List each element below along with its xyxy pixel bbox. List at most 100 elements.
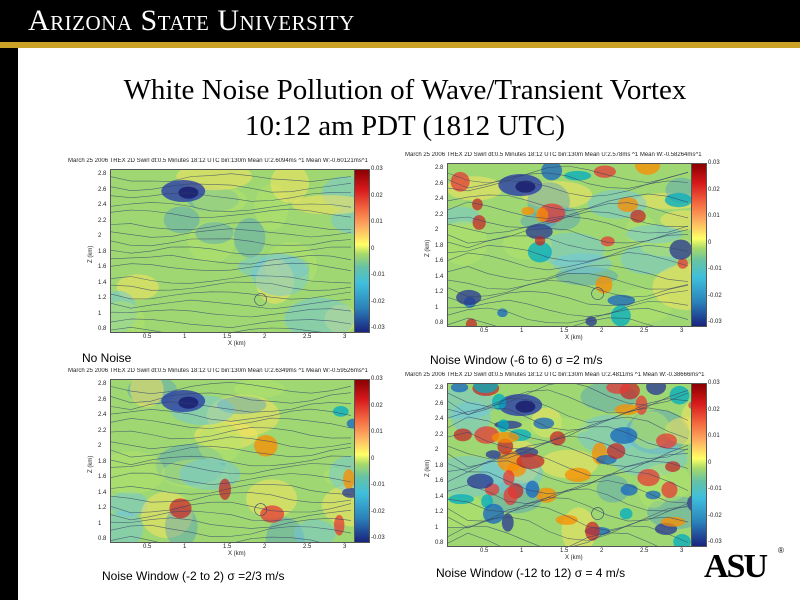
colorbar-tick-label: -0.02 [708, 512, 722, 519]
y-tick-label: 2.2 [435, 431, 444, 438]
caption-panel-1: No Noise [82, 351, 132, 365]
gold-rule [0, 42, 800, 48]
x-tick-label: 2.5 [640, 328, 649, 334]
y-tick-label: 2.4 [435, 416, 444, 422]
left-black-bar [0, 48, 18, 600]
colorbar-tick-label: 0.03 [708, 160, 720, 166]
colorbar-tick-label: -0.02 [371, 298, 385, 305]
y-tick-label: 2.8 [435, 165, 444, 171]
vorticity-field-plot [110, 379, 370, 543]
y-tick-label: 1 [98, 310, 102, 317]
slide-title-line-2: 10:12 am PDT (1812 UTC) [244, 110, 566, 142]
y-tick-label: 1.8 [98, 458, 107, 465]
colorbar-tick-label: 0 [708, 239, 712, 246]
plot-panel-4: March 25 2006 TREX 2D Swirl dt:0.5 Minut… [405, 372, 725, 568]
y-tick-label: 0.8 [435, 320, 444, 326]
y-tick-label: 2.4 [435, 196, 444, 202]
colorbar-tick-label: 0.02 [371, 192, 383, 199]
y-tick-label: 1.8 [98, 248, 107, 255]
colorbar-tick-label: 0.01 [708, 213, 720, 219]
colorbar-tick-label: -0.01 [708, 486, 722, 492]
y-tick-label: 2.6 [98, 396, 107, 403]
y-tick-label: 2.4 [98, 202, 107, 208]
x-tick-label: 0.5 [480, 548, 489, 554]
y-tick-label: 1.2 [98, 295, 107, 301]
panel-header: March 25 2006 TREX 2D Swirl dt:0.5 Minut… [68, 368, 368, 374]
y-tick-label: 1.6 [98, 264, 107, 270]
x-tick-label: 1 [183, 544, 187, 550]
x-axis-label: X (km) [228, 551, 246, 557]
y-tick-label: 2.6 [435, 400, 444, 407]
y-tick-label: 1 [435, 304, 439, 311]
asu-logo-text: ASU [704, 548, 768, 585]
colorbar-tick-label: -0.01 [708, 266, 722, 272]
y-tick-label: 0.8 [98, 326, 107, 332]
colorbar-tick-label: 0.03 [708, 380, 720, 386]
y-tick-label: 0.8 [435, 540, 444, 546]
y-tick-label: 2.6 [98, 186, 107, 193]
asu-logo: ASU ® [704, 546, 784, 586]
y-tick-label: 1.2 [98, 505, 107, 511]
colorbar-tick-label: -0.02 [371, 508, 385, 515]
y-tick-label: 1 [435, 524, 439, 531]
x-tick-label: 2.5 [303, 544, 312, 550]
colorbar-tick-label: 0.01 [371, 429, 383, 435]
caption-panel-3: Noise Window (-2 to 2) σ =2/3 m/s [102, 569, 285, 583]
slide-title-line-1: White Noise Pollution of Wave/Transient … [123, 74, 687, 106]
colorbar-tick-label: 0.01 [708, 433, 720, 439]
x-tick-label: 3 [680, 328, 684, 334]
y-axis-label: Z (km) [425, 459, 431, 477]
x-tick-label: 1 [183, 334, 187, 340]
y-tick-label: 1.2 [435, 509, 444, 515]
plot-panel-1: March 25 2006 TREX 2D Swirl dt:0.5 Minut… [68, 158, 388, 354]
colorbar-tick-label: -0.01 [371, 272, 385, 278]
colorbar [691, 383, 707, 547]
y-axis-label: Z (km) [88, 455, 94, 473]
y-tick-label: 1.2 [435, 289, 444, 295]
y-tick-label: 2.8 [98, 171, 107, 177]
x-tick-label: 2 [263, 544, 267, 550]
x-tick-label: 3 [343, 334, 347, 340]
colorbar-tick-label: 0.02 [708, 406, 720, 413]
plot-panel-3: March 25 2006 TREX 2D Swirl dt:0.5 Minut… [68, 368, 388, 564]
x-axis-label: X (km) [565, 335, 583, 341]
x-tick-label: 3 [680, 548, 684, 554]
y-tick-label: 1.6 [98, 474, 107, 480]
x-tick-label: 2.5 [303, 334, 312, 340]
university-name: Arizona State University [28, 4, 355, 37]
y-tick-label: 1.4 [98, 489, 107, 496]
x-axis-label: X (km) [565, 555, 583, 561]
y-tick-label: 2 [98, 233, 102, 239]
header-banner: Arizona State University [0, 0, 800, 42]
x-tick-label: 0.5 [480, 328, 489, 334]
y-tick-label: 1.4 [435, 273, 444, 280]
caption-panel-2: Noise Window (-6 to 6) σ =2 m/s [430, 353, 603, 367]
x-tick-label: 1.5 [223, 334, 232, 340]
colorbar-tick-label: 0 [371, 455, 375, 462]
x-tick-label: 1 [520, 548, 524, 554]
y-tick-label: 2.2 [98, 217, 107, 224]
y-tick-label: 1.4 [435, 493, 444, 500]
caption-panel-4: Noise Window (-12 to 12) σ = 4 m/s [436, 566, 626, 580]
slide-title: White Noise Pollution of Wave/Transient … [30, 72, 780, 144]
y-tick-label: 2.4 [98, 412, 107, 418]
colorbar-tick-label: 0.03 [371, 376, 383, 382]
y-tick-label: 2.2 [435, 211, 444, 218]
y-tick-label: 2.8 [98, 381, 107, 387]
y-tick-label: 1.6 [435, 258, 444, 264]
colorbar-tick-label: -0.03 [371, 325, 385, 331]
vorticity-field-plot [447, 383, 707, 547]
x-tick-label: 1.5 [560, 328, 569, 334]
registered-mark: ® [778, 546, 784, 555]
x-tick-label: 1.5 [560, 548, 569, 554]
vorticity-field-plot [447, 163, 707, 327]
y-tick-label: 2.2 [98, 427, 107, 434]
y-tick-label: 1.8 [435, 462, 444, 469]
x-tick-label: 2 [600, 548, 604, 554]
colorbar-tick-label: 0.03 [371, 166, 383, 172]
y-axis-label: Z (km) [88, 245, 94, 263]
colorbar [691, 163, 707, 327]
colorbar-tick-label: -0.03 [708, 319, 722, 325]
y-tick-label: 1.4 [98, 279, 107, 286]
colorbar [354, 169, 370, 333]
